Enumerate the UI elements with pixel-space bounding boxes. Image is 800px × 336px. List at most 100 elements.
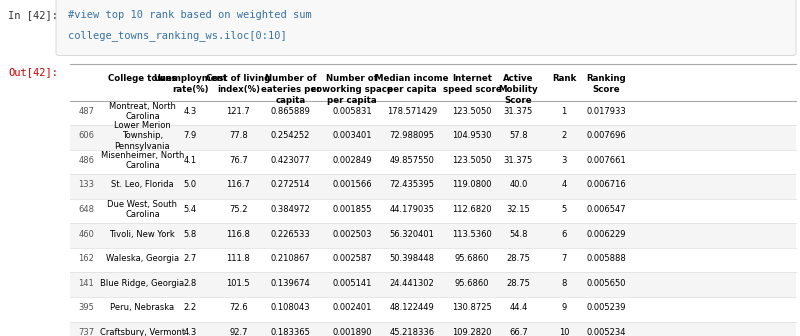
Text: 57.8: 57.8 xyxy=(509,131,528,140)
Text: 3: 3 xyxy=(562,156,566,165)
Text: 9: 9 xyxy=(562,303,566,312)
Text: 92.7: 92.7 xyxy=(229,328,248,336)
Text: 5.4: 5.4 xyxy=(184,205,197,214)
Text: Blue Ridge, Georgia: Blue Ridge, Georgia xyxy=(100,279,185,288)
Text: 4: 4 xyxy=(562,180,566,190)
Text: 109.2820: 109.2820 xyxy=(452,328,492,336)
Text: 31.375: 31.375 xyxy=(504,107,533,116)
Text: 178.571429: 178.571429 xyxy=(387,107,437,116)
Text: 28.75: 28.75 xyxy=(506,279,530,288)
Text: 0.183365: 0.183365 xyxy=(270,328,310,336)
Text: 0.001566: 0.001566 xyxy=(332,180,372,190)
Text: 0.003401: 0.003401 xyxy=(332,131,372,140)
Text: 0.005888: 0.005888 xyxy=(586,254,626,263)
Text: 2.7: 2.7 xyxy=(184,254,197,263)
Text: Tivoli, New York: Tivoli, New York xyxy=(110,229,175,239)
Text: 44.4: 44.4 xyxy=(510,303,527,312)
Text: 113.5360: 113.5360 xyxy=(452,229,492,239)
Text: Misenheimer, North
Carolina: Misenheimer, North Carolina xyxy=(101,151,184,170)
Text: 0.007696: 0.007696 xyxy=(586,131,626,140)
Text: 2.2: 2.2 xyxy=(184,303,197,312)
Text: Due West, South
Carolina: Due West, South Carolina xyxy=(107,200,178,219)
Text: 0.005234: 0.005234 xyxy=(586,328,626,336)
Text: 0.005239: 0.005239 xyxy=(586,303,626,312)
Text: #view top 10 rank based on weighted sum: #view top 10 rank based on weighted sum xyxy=(68,10,312,20)
Text: 0.002849: 0.002849 xyxy=(332,156,372,165)
Text: 0.384972: 0.384972 xyxy=(270,205,310,214)
Text: 54.8: 54.8 xyxy=(509,229,528,239)
Text: 72.988095: 72.988095 xyxy=(390,131,434,140)
Text: Number of
coworking space
per capita: Number of coworking space per capita xyxy=(311,74,393,105)
Text: 395: 395 xyxy=(78,303,94,312)
Text: 121.7: 121.7 xyxy=(226,107,250,116)
Text: 486: 486 xyxy=(78,156,94,165)
Text: College towns: College towns xyxy=(108,74,177,83)
Text: 4.3: 4.3 xyxy=(184,328,197,336)
Text: Median income
per capita: Median income per capita xyxy=(375,74,449,94)
Text: 0.007661: 0.007661 xyxy=(586,156,626,165)
Text: 606: 606 xyxy=(78,131,94,140)
Text: 7: 7 xyxy=(562,254,566,263)
Text: 0.006547: 0.006547 xyxy=(586,205,626,214)
Text: 7.9: 7.9 xyxy=(184,131,197,140)
Text: Craftsbury, Vermont: Craftsbury, Vermont xyxy=(100,328,185,336)
Text: 0.002503: 0.002503 xyxy=(332,229,372,239)
Text: 0.002401: 0.002401 xyxy=(332,303,372,312)
Text: 49.857550: 49.857550 xyxy=(390,156,434,165)
Text: 112.6820: 112.6820 xyxy=(452,205,492,214)
Text: Unemployment
rate(%): Unemployment rate(%) xyxy=(154,74,227,94)
Text: St. Leo, Florida: St. Leo, Florida xyxy=(111,180,174,190)
Text: 116.8: 116.8 xyxy=(226,229,250,239)
Text: 130.8725: 130.8725 xyxy=(452,303,492,312)
Text: Internet
speed score: Internet speed score xyxy=(442,74,502,94)
Text: 104.9530: 104.9530 xyxy=(452,131,492,140)
Text: 1: 1 xyxy=(562,107,566,116)
Text: Cost of living
index(%): Cost of living index(%) xyxy=(206,74,270,94)
Text: Ranking
Score: Ranking Score xyxy=(586,74,626,94)
Text: 0.002587: 0.002587 xyxy=(332,254,372,263)
Text: 45.218336: 45.218336 xyxy=(390,328,434,336)
Text: 24.441302: 24.441302 xyxy=(390,279,434,288)
Text: 77.8: 77.8 xyxy=(229,131,248,140)
Text: 0.210867: 0.210867 xyxy=(270,254,310,263)
Text: 2: 2 xyxy=(562,131,566,140)
Text: 5.0: 5.0 xyxy=(184,180,197,190)
Text: 32.15: 32.15 xyxy=(506,205,530,214)
Text: 119.0800: 119.0800 xyxy=(452,180,492,190)
Text: 10: 10 xyxy=(558,328,570,336)
Text: 4.1: 4.1 xyxy=(184,156,197,165)
Text: 133: 133 xyxy=(78,180,94,190)
Text: 5.8: 5.8 xyxy=(184,229,197,239)
Text: 0.865889: 0.865889 xyxy=(270,107,310,116)
Text: In [42]:: In [42]: xyxy=(8,10,58,20)
Text: 0.005831: 0.005831 xyxy=(332,107,372,116)
Text: 0.005650: 0.005650 xyxy=(586,279,626,288)
Text: 28.75: 28.75 xyxy=(506,254,530,263)
Text: 72.6: 72.6 xyxy=(229,303,248,312)
Text: 50.398448: 50.398448 xyxy=(390,254,434,263)
Text: 40.0: 40.0 xyxy=(510,180,527,190)
Text: 0.108043: 0.108043 xyxy=(270,303,310,312)
Text: 141: 141 xyxy=(78,279,94,288)
Text: 5: 5 xyxy=(562,205,566,214)
Text: Waleska, Georgia: Waleska, Georgia xyxy=(106,254,179,263)
Text: 116.7: 116.7 xyxy=(226,180,250,190)
Text: 0.006716: 0.006716 xyxy=(586,180,626,190)
Text: 123.5050: 123.5050 xyxy=(452,156,492,165)
Text: Number of
eateries per
capita: Number of eateries per capita xyxy=(261,74,320,105)
Text: 0.139674: 0.139674 xyxy=(270,279,310,288)
Text: 0.006229: 0.006229 xyxy=(586,229,626,239)
Text: 95.6860: 95.6860 xyxy=(454,254,490,263)
Text: Active
Mobility
Score: Active Mobility Score xyxy=(498,74,538,105)
Text: 648: 648 xyxy=(78,205,94,214)
Text: 95.6860: 95.6860 xyxy=(454,279,490,288)
Text: 0.001855: 0.001855 xyxy=(332,205,372,214)
Text: Out[42]:: Out[42]: xyxy=(8,67,58,77)
Text: 6: 6 xyxy=(562,229,566,239)
Text: 72.435395: 72.435395 xyxy=(390,180,434,190)
Text: 0.272514: 0.272514 xyxy=(270,180,310,190)
Text: 4.3: 4.3 xyxy=(184,107,197,116)
Text: 8: 8 xyxy=(562,279,566,288)
Text: 75.2: 75.2 xyxy=(229,205,248,214)
Text: 737: 737 xyxy=(78,328,94,336)
